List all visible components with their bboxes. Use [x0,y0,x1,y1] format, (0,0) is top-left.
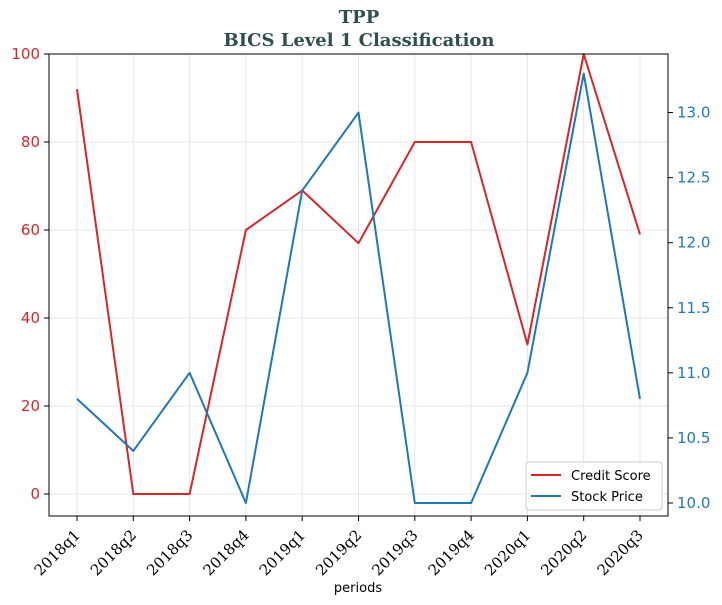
chart-title: TPP [339,7,380,28]
left-tick-label: 60 [21,221,40,239]
right-tick-label: 11.5 [677,299,710,317]
x-axis-label: periods [334,581,382,596]
series-line-stock-price [76,72,641,504]
x-tick-label: 2019q4 [425,526,478,579]
right-tick-label: 13.0 [677,104,710,122]
right-tick-label: 12.0 [677,234,710,252]
right-tick-label: 10.0 [677,494,710,512]
left-tick-label: 40 [21,309,40,327]
x-tick-label: 2020q2 [537,526,590,579]
x-tick-label: 2018q4 [199,526,252,579]
x-tick-label: 2019q3 [368,526,421,579]
right-tick-label: 10.5 [677,429,710,447]
x-tick-label: 2019q1 [256,526,309,579]
legend: Credit Score Stock Price [525,461,663,511]
x-tick-label: 2018q1 [31,526,84,579]
left-tick-label: 80 [21,133,40,151]
series-line-credit-score [76,53,641,495]
x-tick-label: 2019q2 [312,526,365,579]
x-tick-label: 2018q2 [87,526,140,579]
legend-label-credit-score: Credit Score [571,469,651,484]
left-tick-label: 100 [11,45,40,63]
right-tick-label: 12.5 [677,169,710,187]
x-tick-label: 2018q3 [143,526,196,579]
left-tick-label: 0 [30,485,40,503]
plot-lines [76,53,641,504]
left-tick-label: 20 [21,397,40,415]
right-tick-label: 11.0 [677,364,710,382]
x-tick-label: 2020q1 [481,526,534,579]
legend-label-stock-price: Stock Price [571,490,643,505]
chart-subtitle: BICS Level 1 Classification [223,30,494,51]
x-tick-label: 2020q3 [594,526,647,579]
